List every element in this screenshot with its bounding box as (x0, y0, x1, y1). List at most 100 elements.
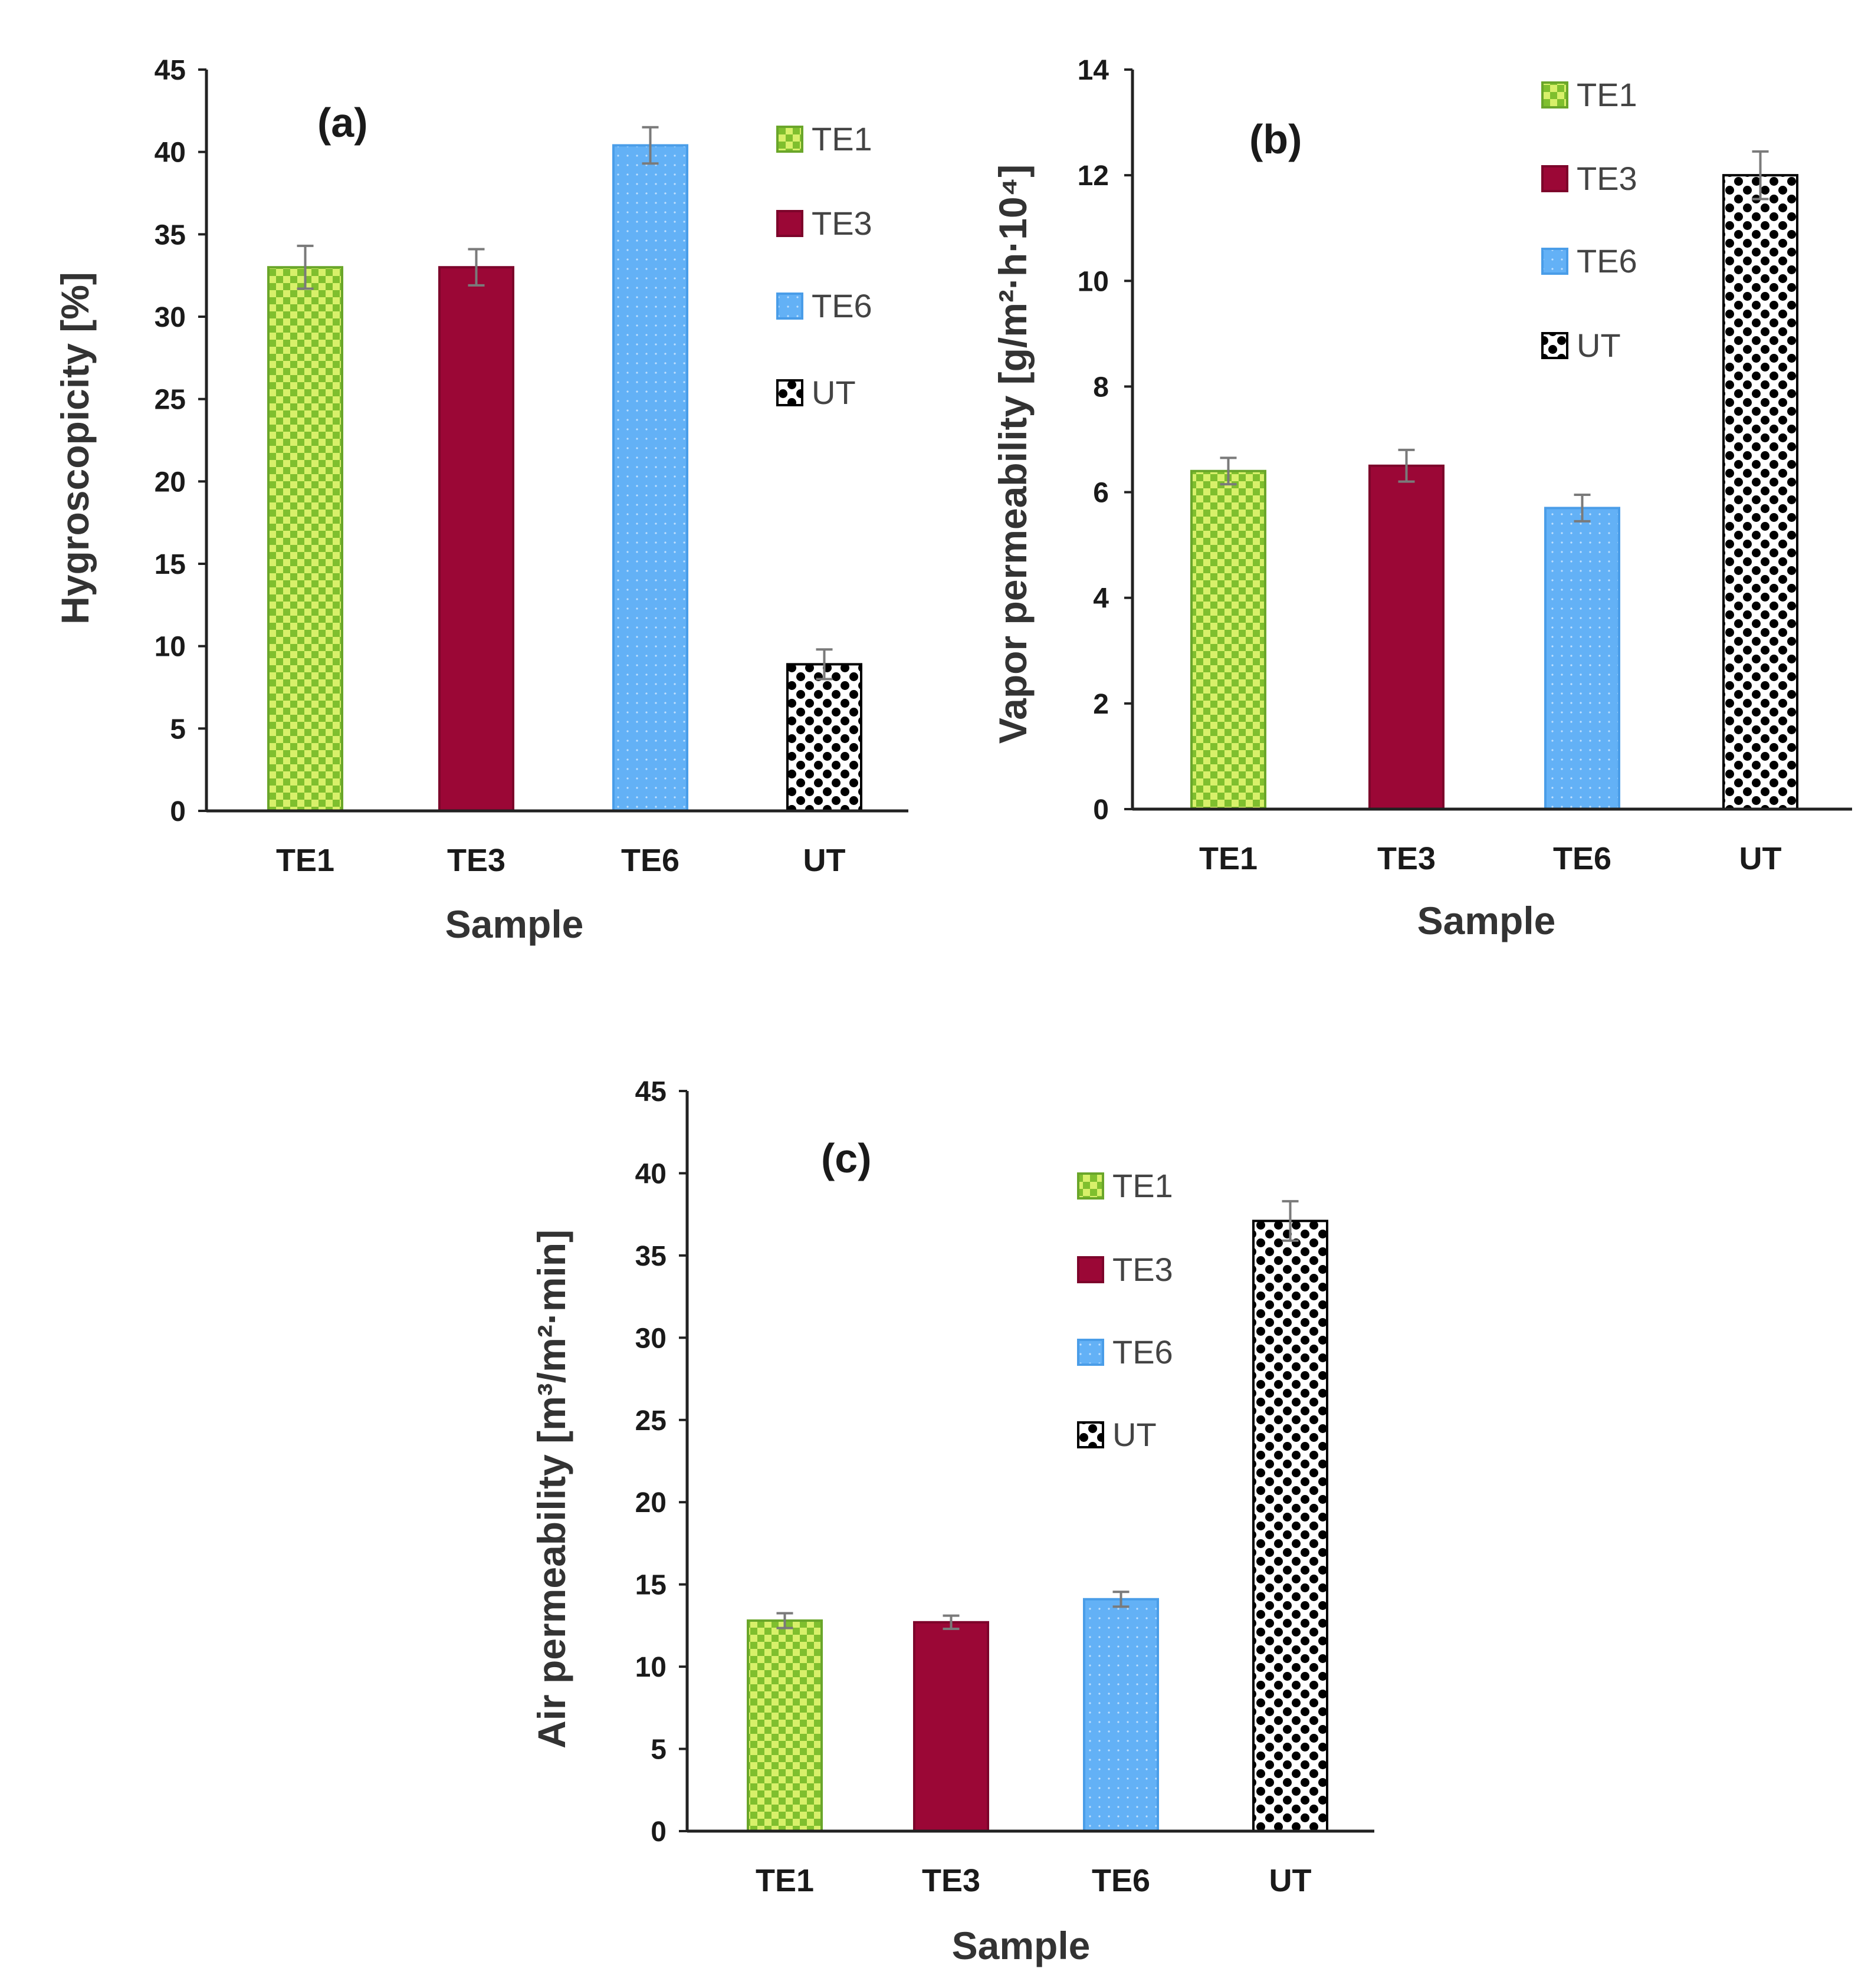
panel-tag: (a) (317, 100, 368, 146)
legend-label: TE6 (1112, 1333, 1173, 1371)
y-tick-label: 4 (1093, 583, 1109, 615)
error-bar-te3 (1398, 448, 1415, 483)
legend-item-ut: UT (776, 374, 856, 411)
legend-item-te6: TE6 (1541, 242, 1637, 280)
legend-swatch (1541, 332, 1568, 359)
y-tick-label: 2 (1093, 689, 1109, 720)
legend-swatch (1077, 1256, 1104, 1283)
bar-ut (786, 663, 862, 812)
y-tick-label: 45 (155, 55, 186, 86)
x-tick-label: TE1 (756, 1863, 814, 1898)
legend-swatch (776, 379, 803, 406)
legend-label: TE3 (1112, 1251, 1173, 1288)
panel-tag: (c) (821, 1135, 872, 1181)
chart-panel-b: 0 2 4 6 8 10 12 14 TE1 TE3 TE6 UT (b) Sample Vapor… (991, 55, 1852, 942)
x-tick-label: TE6 (1553, 841, 1611, 876)
y-tick-label: 0 (170, 796, 186, 827)
bar-te1 (267, 266, 343, 812)
legend: TE1 TE3 TE6 UT (1077, 1167, 1173, 1453)
y-tick-label: 25 (635, 1405, 667, 1437)
y-tick-label: 35 (155, 219, 186, 251)
chart-panel-a: 0 5 10 15 20 25 30 35 40 45 TE1 TE3 TE6 UT (a) Sampl… (53, 55, 908, 946)
error-bar-te6 (642, 126, 659, 165)
x-axis-title: Sample (445, 902, 584, 946)
bar-te6 (1083, 1598, 1159, 1832)
legend-label: TE3 (812, 205, 872, 242)
legend-swatch (776, 293, 803, 320)
bar-te6 (1544, 507, 1620, 810)
bar-series (747, 1200, 1328, 1832)
y-tick-label: 12 (1078, 160, 1109, 192)
legend-swatch (1077, 1172, 1104, 1200)
axes (1131, 70, 1852, 811)
x-tick-label: TE1 (276, 843, 334, 878)
legend-item-te1: TE1 (776, 120, 872, 157)
x-tick-labels: TE1 TE3 TE6 UT (1199, 841, 1782, 876)
y-tick-label: 40 (635, 1158, 667, 1189)
y-tick-label: 30 (635, 1323, 667, 1354)
legend-swatch (1541, 248, 1568, 275)
y-tick-label: 10 (635, 1652, 667, 1683)
legend-item-ut: UT (1077, 1416, 1157, 1453)
bar-te6 (612, 144, 688, 813)
bar-ut (1252, 1220, 1328, 1832)
y-tick-label: 8 (1093, 372, 1109, 403)
y-tick-label: 6 (1093, 478, 1109, 509)
legend-swatch (1077, 1339, 1104, 1366)
y-tick-label: 0 (1093, 794, 1109, 826)
panel-tag: (b) (1249, 116, 1302, 162)
legend-item-ut: UT (1541, 327, 1621, 364)
y-tick-label: 5 (651, 1734, 667, 1766)
y-tick-label: 10 (155, 632, 186, 663)
chart-panel-c: 0 5 10 15 20 25 30 35 40 45 TE1 TE3 TE6 UT (c) Sampl… (530, 1076, 1374, 1967)
x-tick-label: UT (1269, 1863, 1312, 1898)
x-axis-title: Sample (952, 1924, 1091, 1967)
y-tick-label: 10 (1078, 266, 1109, 297)
legend-swatch (1541, 165, 1568, 192)
bar-series (267, 126, 862, 813)
y-tick-label: 0 (651, 1816, 667, 1848)
x-tick-label: TE3 (1377, 841, 1436, 876)
error-bar-ut (816, 648, 833, 681)
legend-label: UT (1577, 327, 1621, 364)
x-tick-label: UT (803, 843, 846, 878)
legend: TE1 TE3 TE6 UT (1541, 76, 1637, 364)
legend-item-te3: TE3 (1077, 1251, 1173, 1288)
error-bar-ut (1282, 1200, 1299, 1242)
legend: TE1 TE3 TE6 UT (776, 120, 872, 411)
legend-swatch (776, 210, 803, 237)
error-bar-te1 (776, 1612, 793, 1629)
legend-label: TE3 (1577, 160, 1637, 197)
y-tick-label: 30 (155, 302, 186, 333)
legend-item-te1: TE1 (1077, 1167, 1173, 1204)
error-bar-ut (1752, 150, 1769, 201)
error-bar-te3 (468, 248, 485, 287)
y-tick-label: 25 (155, 385, 186, 416)
legend-item-te1: TE1 (1541, 76, 1637, 113)
legend-label: TE6 (812, 287, 872, 324)
y-tick-label: 14 (1078, 55, 1109, 86)
x-axis-title: Sample (1417, 899, 1556, 942)
legend-label: UT (1112, 1416, 1157, 1453)
legend-label: TE1 (1112, 1167, 1173, 1204)
y-tick-label: 40 (155, 137, 186, 169)
bar-te1 (1190, 469, 1266, 810)
legend-item-te3: TE3 (1541, 160, 1637, 197)
bar-series (1190, 150, 1798, 811)
legend-item-te6: TE6 (776, 287, 872, 324)
y-axis-ticks: 0 5 10 15 20 25 30 35 40 45 (155, 55, 206, 827)
legend-label: TE1 (1577, 76, 1637, 113)
x-tick-labels: TE1 TE3 TE6 UT (756, 1863, 1312, 1898)
y-tick-label: 20 (635, 1487, 667, 1519)
bar-te3 (438, 266, 514, 812)
y-tick-label: 35 (635, 1241, 667, 1272)
y-tick-label: 15 (155, 549, 186, 580)
x-tick-label: TE6 (621, 843, 679, 878)
y-axis-title: Hygroscopicity [%] (53, 272, 97, 625)
x-tick-label: TE6 (1092, 1863, 1150, 1898)
legend-swatch (1541, 81, 1568, 109)
legend-item-te6: TE6 (1077, 1333, 1173, 1371)
legend-item-te3: TE3 (776, 205, 872, 242)
x-tick-label: TE3 (922, 1863, 980, 1898)
x-tick-label: TE3 (447, 843, 505, 878)
